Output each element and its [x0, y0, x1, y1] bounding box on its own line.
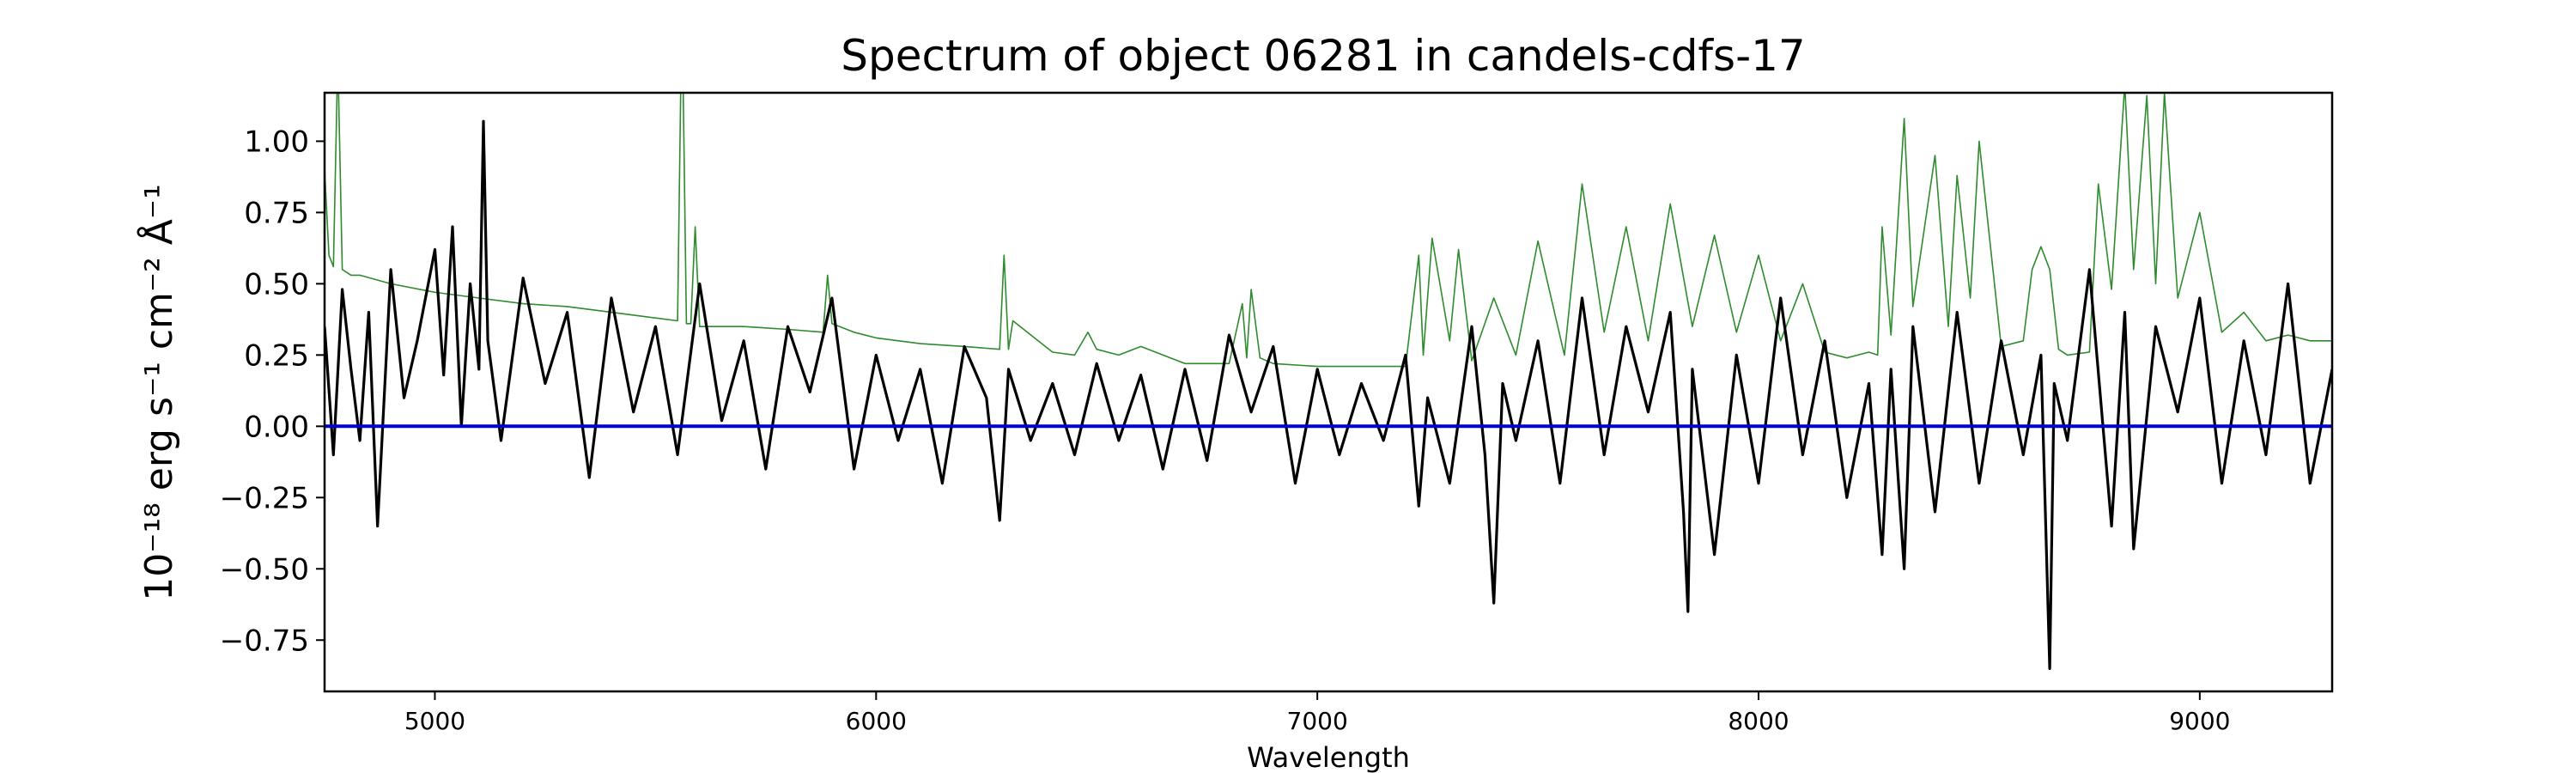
y-tick-label: 1.00: [244, 125, 309, 159]
plot-frame: [323, 91, 2334, 693]
y-axis-label: 10⁻¹⁸ erg s⁻¹ cm⁻² Å⁻¹: [136, 184, 181, 600]
y-tick-label: 0.00: [244, 410, 309, 444]
y-axis: −0.75 −0.50 −0.25 0.00 0.25 0.50 0.75 1.00: [220, 125, 325, 658]
x-tick-label: 9000: [2169, 707, 2230, 735]
y-tick-label: 0.50: [244, 267, 309, 301]
chart-title: Spectrum of object 06281 in candels-cdfs…: [841, 31, 1806, 81]
x-tick-label: 5000: [404, 707, 465, 735]
x-tick-label: 6000: [846, 707, 907, 735]
plot-series: [325, 93, 2332, 670]
y-tick-label: 0.75: [244, 196, 309, 230]
y-tick-label: −0.75: [220, 624, 309, 658]
series-error-line: [325, 93, 2332, 368]
series-flux-line: [325, 119, 2332, 670]
y-tick-label: −0.25: [220, 481, 309, 515]
x-axis-label: Wavelength: [1247, 741, 1410, 773]
y-tick-label: −0.50: [220, 552, 309, 587]
x-tick-label: 8000: [1728, 707, 1789, 735]
x-axis: 5000 6000 7000 8000 9000: [404, 691, 2230, 735]
x-tick-label: 7000: [1287, 707, 1348, 735]
y-tick-label: 0.25: [244, 338, 309, 373]
